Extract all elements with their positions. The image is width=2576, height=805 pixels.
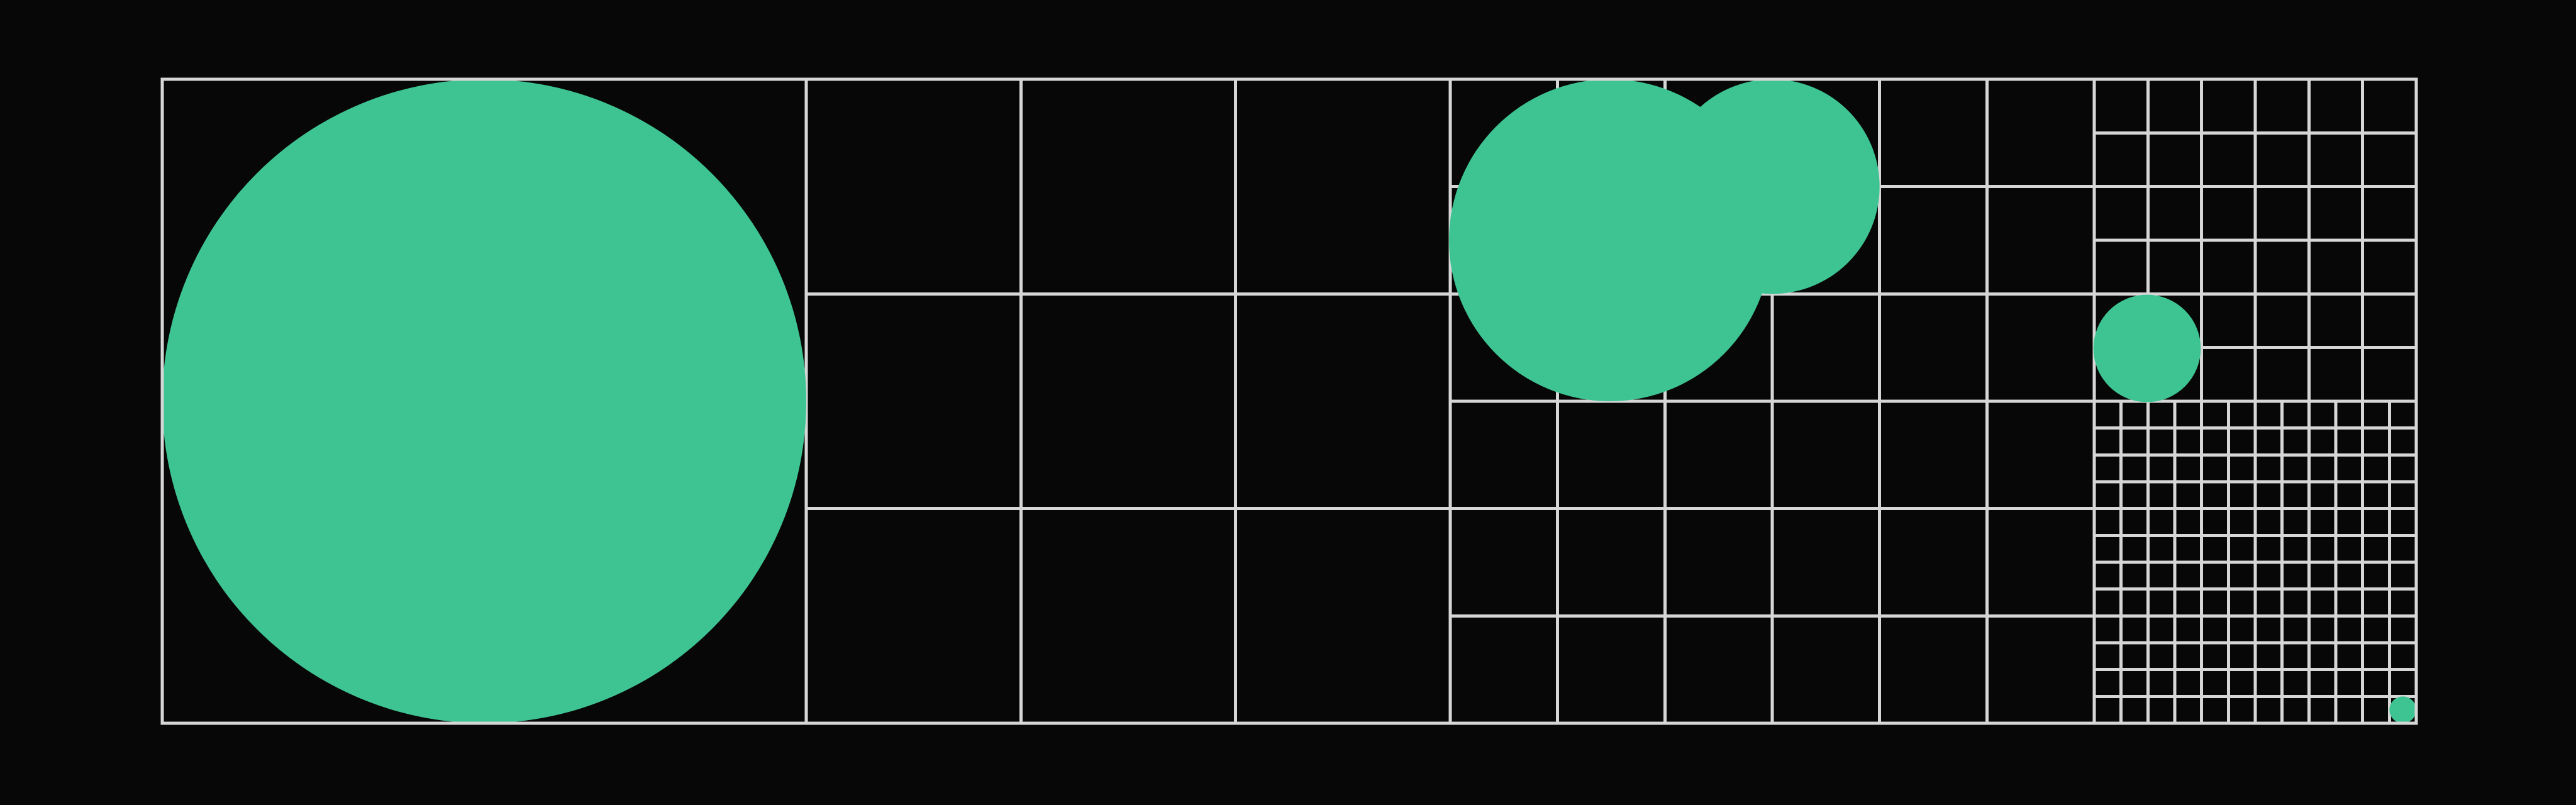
circle-layer xyxy=(162,79,2417,723)
section-2-border xyxy=(804,77,1452,725)
circle-xl xyxy=(162,79,806,723)
circle-small xyxy=(2093,294,2201,402)
outer-frame xyxy=(160,77,2418,725)
circle-tiny xyxy=(2389,696,2417,723)
circle-large xyxy=(1449,79,1771,401)
